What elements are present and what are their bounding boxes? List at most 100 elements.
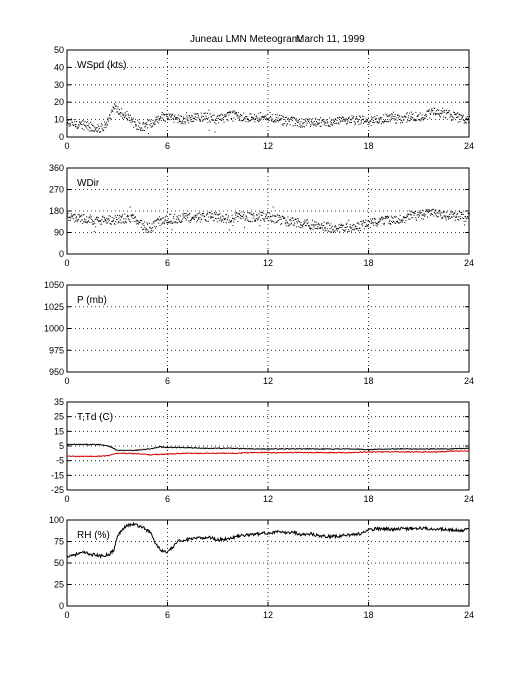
data-point (297, 219, 299, 221)
data-point (98, 127, 100, 129)
data-point (224, 218, 226, 220)
data-point (433, 114, 435, 116)
data-point (284, 218, 286, 220)
data-point (135, 125, 137, 127)
data-point (394, 222, 396, 224)
data-point (355, 225, 357, 227)
data-point (68, 220, 70, 222)
data-point (318, 122, 320, 124)
data-point (461, 217, 463, 219)
data-point (296, 120, 298, 122)
data-point (341, 120, 343, 122)
data-point (309, 227, 311, 229)
data-point (75, 216, 77, 218)
data-point (85, 126, 87, 128)
data-point (265, 114, 267, 116)
data-point (370, 218, 372, 220)
data-point (417, 211, 419, 213)
data-point (100, 123, 102, 125)
data-point (109, 114, 111, 116)
data-point (431, 213, 433, 215)
y-tick-label: 360 (49, 163, 64, 173)
data-point (246, 217, 248, 219)
data-point (81, 219, 83, 221)
data-point (186, 115, 188, 117)
data-point (157, 115, 159, 117)
data-point (384, 222, 386, 224)
data-point (93, 231, 95, 233)
data-point (272, 214, 274, 216)
data-point (175, 117, 177, 119)
data-point (173, 218, 175, 220)
data-point (386, 114, 388, 116)
series-line-temp-dewpoint-1 (66, 449, 470, 458)
data-point (308, 120, 310, 122)
data-point (142, 123, 144, 125)
data-point (124, 112, 126, 114)
x-tick-label: 0 (64, 376, 69, 386)
data-point (288, 120, 290, 122)
data-point (419, 119, 421, 121)
data-point (391, 118, 393, 120)
data-point (153, 222, 155, 224)
data-point (390, 114, 392, 116)
data-point (337, 116, 339, 118)
data-point (156, 218, 158, 220)
data-point (266, 118, 268, 120)
data-point (131, 216, 133, 218)
data-point (266, 119, 268, 121)
data-point (308, 224, 310, 226)
data-point (114, 104, 116, 106)
data-point (91, 129, 93, 131)
data-point (346, 123, 348, 125)
data-point (97, 129, 99, 131)
data-point (92, 124, 94, 126)
data-point (163, 222, 165, 224)
data-point (381, 117, 383, 119)
data-point (419, 112, 421, 114)
data-point (126, 221, 128, 223)
data-point (451, 216, 453, 218)
data-point (82, 120, 84, 122)
data-point (155, 226, 157, 228)
data-point (462, 213, 464, 215)
data-point (182, 123, 184, 125)
y-tick-label: 1050 (44, 280, 64, 290)
data-point (253, 114, 255, 116)
data-point (395, 122, 397, 124)
data-point (107, 117, 109, 119)
data-point (145, 229, 147, 231)
data-point (288, 224, 290, 226)
data-point (267, 216, 269, 218)
data-point (185, 212, 187, 214)
data-point (264, 217, 266, 219)
data-point (196, 116, 198, 118)
data-point (185, 218, 187, 220)
data-point (312, 118, 314, 120)
data-point (132, 214, 134, 216)
data-point (361, 118, 363, 120)
data-point (174, 114, 176, 116)
data-point (112, 221, 114, 223)
data-point (433, 211, 435, 213)
data-point (420, 120, 422, 122)
data-point (210, 121, 212, 123)
data-point (431, 108, 433, 110)
data-point (259, 225, 261, 227)
data-point (257, 219, 259, 221)
data-point (154, 220, 156, 222)
data-point (351, 224, 353, 226)
data-point (464, 216, 466, 218)
y-tick-label: 180 (49, 206, 64, 216)
data-point (108, 215, 110, 217)
x-tick-label: 6 (165, 141, 170, 151)
data-point (86, 127, 88, 129)
data-point (294, 117, 296, 119)
data-point (284, 116, 286, 118)
data-point (342, 229, 344, 231)
data-point (215, 212, 217, 214)
data-point (317, 123, 319, 125)
data-point (444, 214, 446, 216)
data-point (369, 221, 371, 223)
data-point (252, 214, 254, 216)
